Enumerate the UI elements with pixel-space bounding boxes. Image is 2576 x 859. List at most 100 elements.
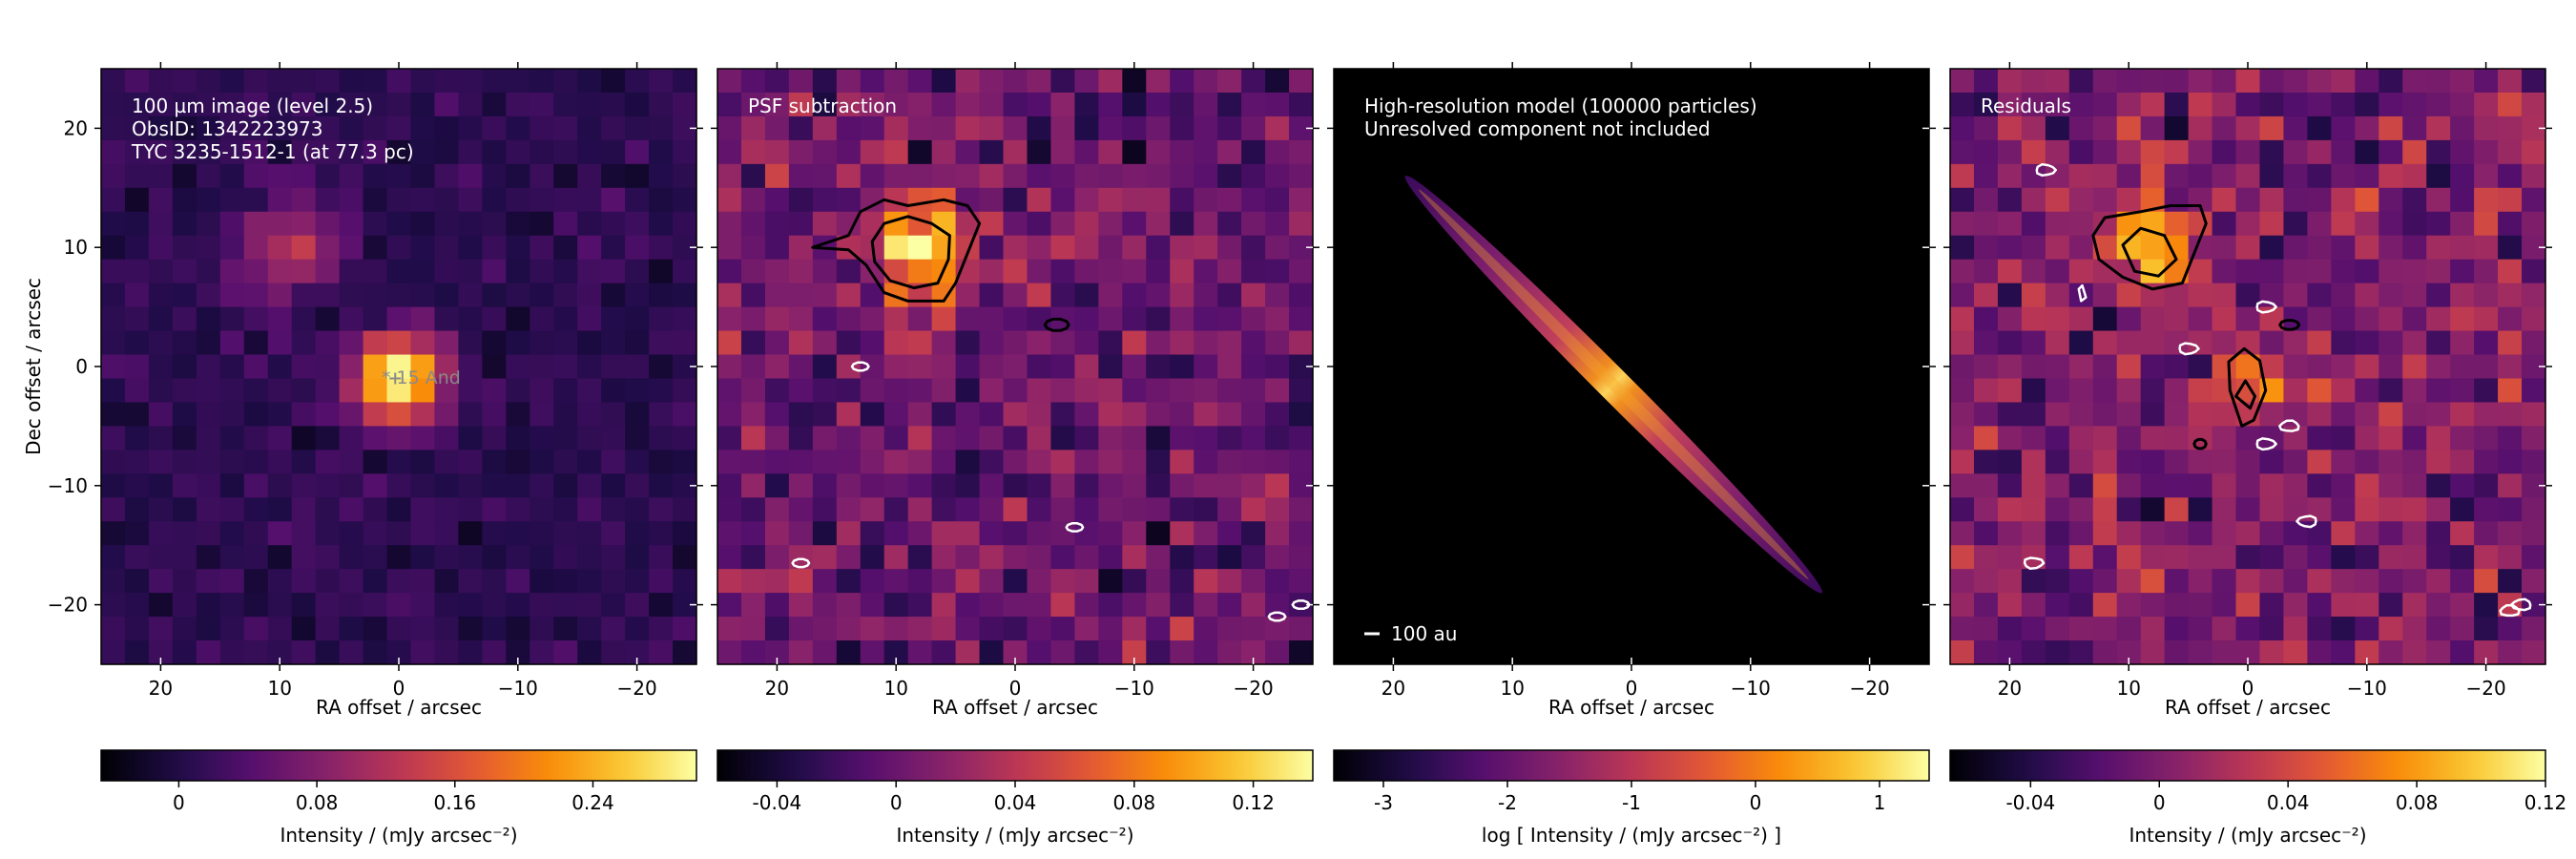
pixel xyxy=(219,259,245,284)
pixel xyxy=(482,163,507,189)
pixel xyxy=(1003,235,1028,261)
pixel xyxy=(2092,473,2118,498)
pixel xyxy=(649,354,674,380)
pixel xyxy=(1241,521,1266,546)
pixel xyxy=(812,450,838,474)
pixel xyxy=(1074,92,1099,117)
pixel xyxy=(1003,259,1028,284)
pixel xyxy=(2522,187,2546,213)
pixel xyxy=(1074,593,1099,618)
pixel xyxy=(2426,497,2451,522)
pixel xyxy=(1973,545,1999,570)
pixel xyxy=(172,521,197,546)
pixel xyxy=(788,569,814,594)
pixel xyxy=(2092,569,2118,594)
pixel xyxy=(2355,473,2379,498)
pixel xyxy=(1997,163,2023,189)
pixel xyxy=(386,283,412,308)
pixel xyxy=(267,569,293,594)
pixel xyxy=(1003,187,1028,213)
pixel xyxy=(2045,69,2070,94)
pixel xyxy=(1194,473,1218,498)
pixel xyxy=(1074,354,1099,380)
pixel xyxy=(196,497,221,522)
pixel xyxy=(530,497,554,522)
pixel xyxy=(740,640,766,665)
pixel xyxy=(625,163,650,189)
pixel xyxy=(2450,378,2475,404)
pixel xyxy=(740,163,766,189)
pixel xyxy=(649,545,674,570)
pixel xyxy=(124,450,150,474)
pixel xyxy=(2164,259,2190,284)
pixel xyxy=(315,235,341,261)
pixel xyxy=(931,115,957,141)
panel-residuals: Residuals RA offset / arcsec 20 10 0 −10 −20… xyxy=(1943,62,2566,847)
pixel xyxy=(101,69,126,94)
pixel xyxy=(124,259,150,284)
pixel xyxy=(836,92,862,117)
pixel xyxy=(649,163,674,189)
pixel xyxy=(386,306,412,332)
pixel xyxy=(1098,211,1123,237)
pixel xyxy=(2450,283,2475,308)
pixel xyxy=(1074,259,1099,284)
pixel xyxy=(458,92,483,117)
pixel xyxy=(1122,115,1147,141)
pixel xyxy=(955,473,981,498)
pixel xyxy=(291,378,317,404)
pixel xyxy=(196,545,221,570)
pixel xyxy=(2474,450,2499,474)
pixel xyxy=(1194,139,1218,165)
pixel xyxy=(673,497,697,522)
colorbar-gradient xyxy=(1949,749,2546,782)
pixel xyxy=(2355,187,2379,213)
pixel xyxy=(219,521,245,546)
pixel xyxy=(2259,115,2285,141)
pixel xyxy=(386,354,412,380)
pixel xyxy=(2355,283,2379,308)
pixel xyxy=(1027,426,1052,450)
pixel xyxy=(2164,497,2190,522)
pixel xyxy=(577,259,602,284)
pixel xyxy=(955,283,981,308)
pixel xyxy=(2164,378,2190,404)
pixel xyxy=(1170,187,1195,213)
pixel xyxy=(2307,545,2332,570)
pixel xyxy=(196,354,221,380)
pixel xyxy=(1027,283,1052,308)
pixel xyxy=(1074,450,1099,474)
pixel xyxy=(788,617,814,641)
pixel xyxy=(172,92,197,117)
pixel xyxy=(955,521,981,546)
pixel xyxy=(2235,139,2261,165)
pixel xyxy=(2068,426,2094,450)
pixel xyxy=(2379,354,2403,380)
pixel xyxy=(2331,450,2356,474)
pixel xyxy=(339,593,364,618)
pixel xyxy=(2522,402,2546,427)
pixel xyxy=(1217,69,1242,94)
pixel xyxy=(955,569,981,594)
pixel xyxy=(625,497,650,522)
pixel xyxy=(931,569,957,594)
pixel xyxy=(434,354,459,380)
pixel xyxy=(1241,354,1266,380)
x-tick-label: 20 xyxy=(765,677,789,700)
x-tick-label: −10 xyxy=(1731,677,1771,700)
pixel xyxy=(386,235,412,261)
contour-negative xyxy=(2077,283,2088,303)
pixel xyxy=(1217,330,1242,356)
pixel xyxy=(506,259,530,284)
pixel xyxy=(1003,521,1028,546)
pixel xyxy=(2045,235,2070,261)
pixel xyxy=(148,426,174,450)
pixel xyxy=(1003,545,1028,570)
pixel xyxy=(673,69,697,94)
pixel xyxy=(740,187,766,213)
pixel xyxy=(386,473,412,498)
pixel xyxy=(506,283,530,308)
pixel xyxy=(2331,283,2356,308)
pixel xyxy=(764,187,790,213)
x-tick-label: −20 xyxy=(2465,677,2505,700)
